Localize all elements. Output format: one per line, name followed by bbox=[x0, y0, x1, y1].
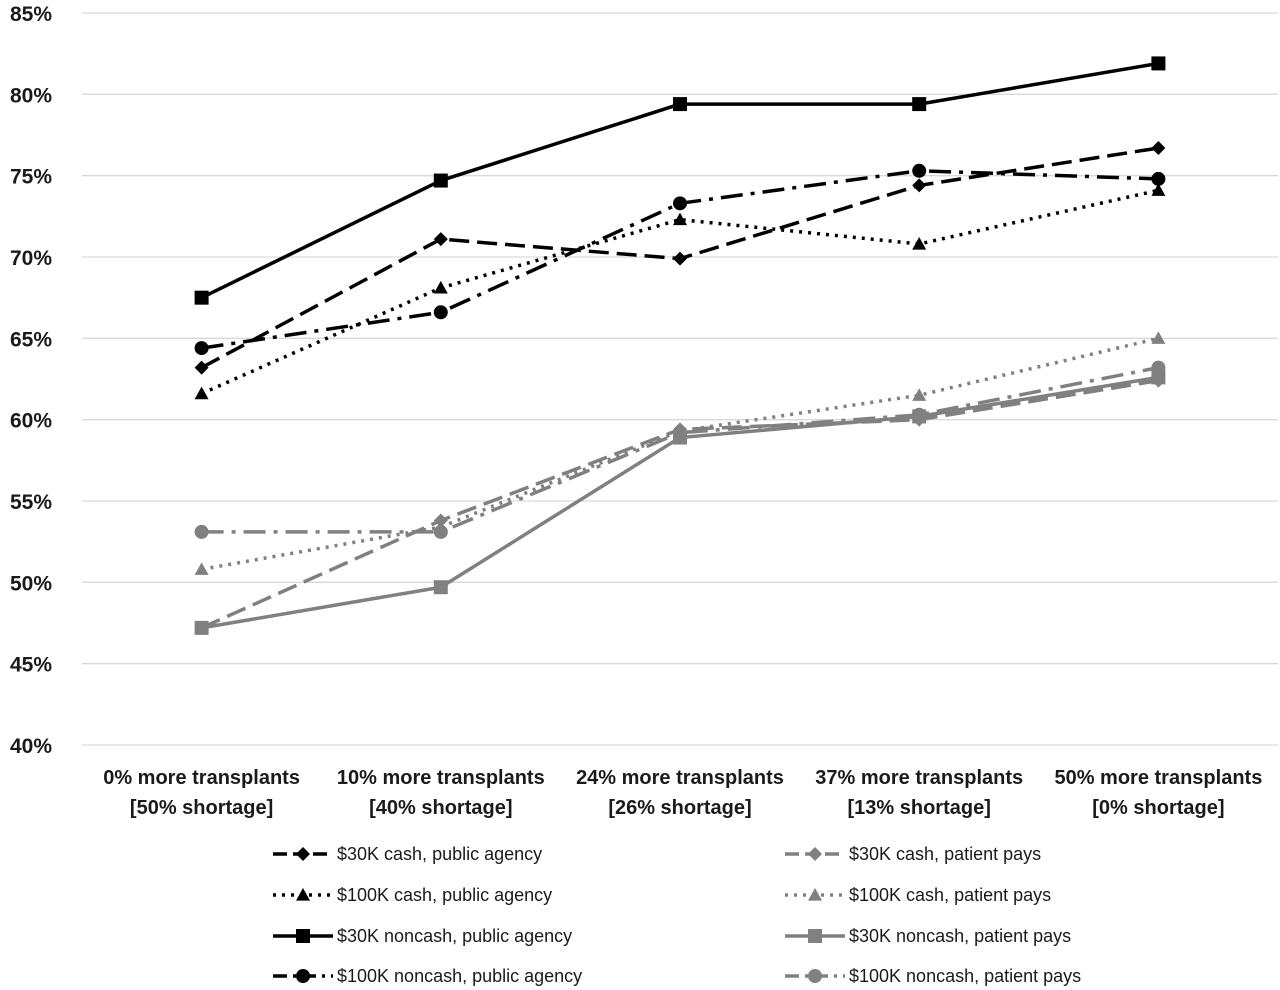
data-point bbox=[1151, 141, 1166, 156]
legend-label: $30K cash, public agency bbox=[337, 844, 542, 864]
y-tick-label: 70% bbox=[10, 247, 52, 270]
data-point bbox=[1151, 183, 1166, 196]
legend-marker bbox=[296, 847, 310, 861]
data-point bbox=[673, 196, 687, 211]
x-tick-label: [50% shortage] bbox=[130, 797, 273, 819]
series-line bbox=[201, 365, 1159, 534]
x-tick-label: [13% shortage] bbox=[848, 797, 991, 819]
data-point bbox=[912, 163, 927, 178]
legend-marker bbox=[808, 929, 822, 943]
legend: $30K cash, public agency $100K cash, publ… bbox=[273, 844, 1081, 986]
series-2 bbox=[194, 56, 1166, 305]
legend-label: $30K cash, patient pays bbox=[849, 844, 1041, 864]
data-point bbox=[433, 173, 448, 188]
data-point bbox=[433, 305, 448, 320]
data-point bbox=[912, 388, 927, 401]
legend-label: $100K noncash, patient pays bbox=[849, 966, 1081, 986]
legend-marker bbox=[808, 969, 822, 983]
data-point bbox=[673, 97, 687, 112]
data-point bbox=[194, 386, 209, 400]
legend-label: $100K cash, public agency bbox=[337, 885, 552, 905]
x-tick-label: 10% more transplants bbox=[337, 767, 545, 789]
y-tick-label: 85% bbox=[10, 3, 52, 26]
gridlines bbox=[82, 12, 1278, 746]
data-series bbox=[194, 56, 1166, 635]
x-tick-label: 37% more transplants bbox=[815, 767, 1023, 789]
legend-item: $30K cash, patient pays bbox=[785, 844, 1041, 864]
data-point bbox=[1151, 171, 1166, 186]
legend-marker bbox=[808, 847, 822, 861]
data-point bbox=[912, 236, 927, 250]
data-point bbox=[433, 232, 448, 247]
x-axis-tick-labels: 0% more transplants [50% shortage] 10% mor… bbox=[103, 767, 1262, 819]
y-axis-tick-labels: 40% 45% 50% 55% 60% 65% 70% 75% 80% 85% bbox=[10, 3, 52, 758]
y-tick-label: 60% bbox=[10, 410, 52, 433]
y-tick-label: 75% bbox=[10, 166, 52, 189]
data-point bbox=[194, 360, 209, 375]
data-point bbox=[912, 97, 927, 112]
x-tick-label: [40% shortage] bbox=[369, 797, 512, 819]
series-5 bbox=[194, 331, 1166, 575]
series-line bbox=[201, 336, 1159, 572]
x-tick-label: [0% shortage] bbox=[1092, 797, 1224, 819]
series-line bbox=[200, 378, 1159, 630]
legend-marker bbox=[296, 888, 310, 901]
data-point bbox=[1151, 370, 1166, 385]
legend-item: $100K noncash, public agency bbox=[273, 966, 582, 986]
legend-item: $30K noncash, public agency bbox=[273, 926, 572, 946]
data-point bbox=[1151, 56, 1166, 71]
legend-label: $30K noncash, patient pays bbox=[849, 926, 1071, 946]
data-point bbox=[194, 620, 209, 635]
x-tick-label: [26% shortage] bbox=[608, 797, 751, 819]
series-1 bbox=[194, 183, 1166, 400]
y-tick-label: 80% bbox=[10, 84, 52, 107]
data-point bbox=[433, 580, 448, 595]
legend-marker bbox=[808, 888, 822, 901]
data-point bbox=[194, 290, 209, 305]
legend-label: $30K noncash, public agency bbox=[337, 926, 572, 946]
data-point bbox=[673, 251, 687, 266]
data-point bbox=[433, 524, 448, 539]
series-0 bbox=[194, 141, 1166, 375]
data-point bbox=[194, 524, 209, 539]
legend-item: $100K noncash, patient pays bbox=[785, 966, 1081, 986]
legend-item: $30K noncash, patient pays bbox=[785, 926, 1071, 946]
y-tick-label: 40% bbox=[10, 735, 52, 758]
legend-label: $100K noncash, public agency bbox=[337, 966, 582, 986]
data-point bbox=[194, 341, 209, 356]
y-tick-label: 65% bbox=[10, 328, 52, 351]
legend-marker bbox=[296, 969, 310, 983]
x-tick-label: 24% more transplants bbox=[576, 767, 784, 789]
data-point bbox=[1151, 331, 1166, 344]
data-point bbox=[673, 425, 687, 440]
legend-item: $100K cash, patient pays bbox=[785, 885, 1051, 905]
y-tick-label: 55% bbox=[10, 491, 52, 514]
legend-item: $30K cash, public agency bbox=[273, 844, 542, 864]
series-7 bbox=[194, 360, 1166, 539]
x-tick-label: 0% more transplants bbox=[103, 767, 300, 789]
y-tick-label: 45% bbox=[10, 654, 52, 677]
series-4 bbox=[194, 373, 1166, 635]
data-point bbox=[912, 178, 927, 193]
x-tick-label: 50% more transplants bbox=[1054, 767, 1262, 789]
data-point bbox=[194, 562, 209, 575]
data-point bbox=[433, 280, 448, 294]
y-tick-label: 50% bbox=[10, 572, 52, 595]
legend-label: $100K cash, patient pays bbox=[849, 885, 1051, 905]
series-3 bbox=[194, 163, 1166, 356]
data-point bbox=[1151, 360, 1166, 375]
legend-marker bbox=[296, 929, 310, 943]
data-point bbox=[912, 407, 927, 422]
series-line bbox=[201, 375, 1159, 630]
series-6 bbox=[194, 370, 1166, 635]
data-point bbox=[673, 212, 687, 226]
legend-item: $100K cash, public agency bbox=[273, 885, 552, 905]
